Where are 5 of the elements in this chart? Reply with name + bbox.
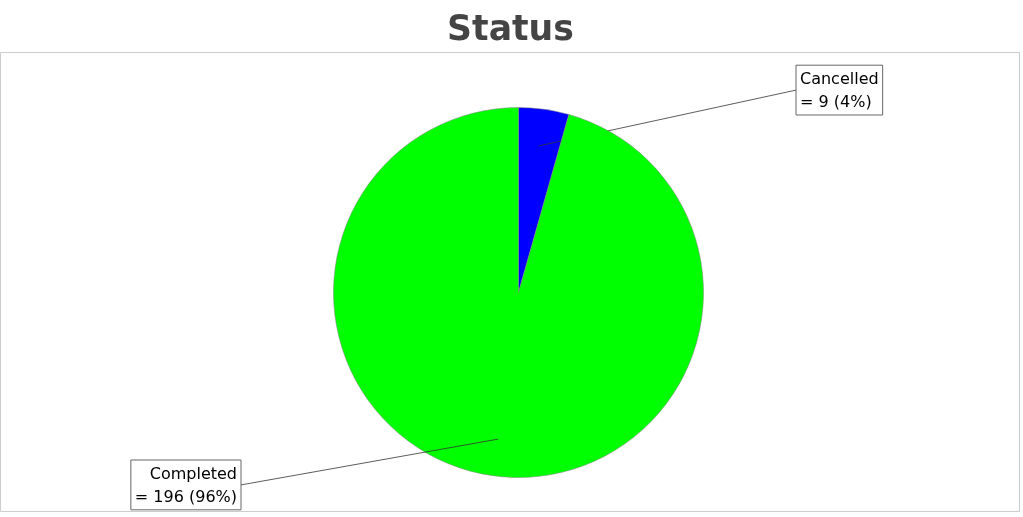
slice-label: Cancelled [800,69,879,89]
data-label: = 196 (96%) [134,486,238,506]
chart-title: Status [447,7,574,48]
slice-label: Completed [149,464,237,484]
data-label: = 9 (4%) [800,91,872,111]
